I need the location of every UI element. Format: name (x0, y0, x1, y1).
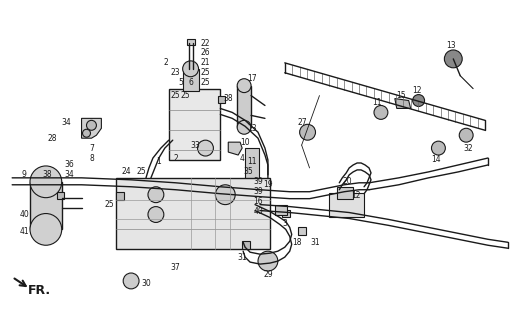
Circle shape (432, 141, 445, 155)
Text: 10: 10 (240, 138, 250, 147)
Text: 26: 26 (201, 48, 210, 57)
Circle shape (30, 166, 62, 198)
Text: 21: 21 (201, 58, 210, 67)
Bar (187, 39, 194, 45)
Bar (329, 193, 364, 218)
Bar (169, 89, 220, 160)
Bar (242, 241, 250, 249)
Circle shape (216, 185, 235, 204)
Circle shape (123, 273, 139, 289)
Bar (282, 210, 290, 218)
Text: FR.: FR. (28, 284, 52, 297)
Text: 11: 11 (247, 157, 257, 166)
Text: 25: 25 (201, 68, 210, 77)
Text: 38: 38 (42, 170, 52, 180)
Text: 29: 29 (263, 269, 273, 278)
Text: 17: 17 (247, 74, 257, 83)
Bar (237, 86, 251, 127)
Circle shape (148, 207, 164, 222)
Bar (275, 204, 287, 214)
Text: 2: 2 (173, 154, 178, 163)
Text: 36: 36 (65, 160, 74, 170)
Text: 40: 40 (253, 207, 263, 216)
Text: 32: 32 (463, 144, 473, 153)
Text: 9: 9 (22, 170, 26, 180)
Text: 19: 19 (263, 180, 273, 189)
Circle shape (300, 124, 315, 140)
Circle shape (30, 213, 62, 245)
Text: 3: 3 (282, 219, 287, 228)
Text: 38: 38 (223, 94, 233, 103)
Polygon shape (82, 118, 101, 138)
Circle shape (197, 140, 214, 156)
Bar (116, 178, 270, 249)
Text: 1: 1 (157, 157, 161, 166)
Circle shape (86, 120, 96, 130)
Circle shape (237, 79, 251, 92)
Text: 8: 8 (89, 154, 94, 163)
Circle shape (83, 129, 90, 137)
Circle shape (183, 61, 199, 77)
Circle shape (374, 106, 388, 119)
Text: 25: 25 (181, 91, 190, 100)
Text: 5: 5 (178, 78, 183, 87)
Text: 40: 40 (19, 210, 29, 219)
Text: 4: 4 (240, 154, 245, 163)
Text: 41: 41 (19, 227, 29, 236)
Text: 39: 39 (253, 177, 263, 186)
Polygon shape (395, 99, 410, 108)
Text: 22: 22 (201, 38, 210, 48)
Bar (30, 182, 62, 229)
Polygon shape (229, 142, 242, 155)
Circle shape (459, 128, 473, 142)
Text: 28: 28 (47, 134, 56, 143)
Text: 25: 25 (136, 167, 146, 176)
Text: 25: 25 (171, 91, 180, 100)
Text: 34: 34 (62, 118, 71, 127)
Text: 15: 15 (396, 91, 405, 100)
Bar (183, 69, 199, 91)
Circle shape (258, 251, 278, 271)
Circle shape (445, 50, 462, 68)
Text: 30: 30 (141, 279, 151, 288)
Text: 24: 24 (121, 167, 131, 176)
Bar (116, 192, 124, 200)
Text: 18: 18 (292, 238, 301, 247)
Bar (57, 192, 64, 199)
Bar (245, 148, 259, 180)
Text: 7: 7 (89, 144, 94, 153)
Text: 12: 12 (352, 191, 361, 200)
Text: 31: 31 (311, 238, 321, 247)
Text: 16: 16 (253, 197, 263, 206)
Text: 13: 13 (247, 124, 257, 133)
Circle shape (148, 187, 164, 203)
Text: 25: 25 (104, 200, 114, 209)
Text: 14: 14 (432, 156, 441, 164)
Text: 6: 6 (188, 78, 193, 87)
Text: 13: 13 (447, 42, 456, 51)
Text: 20: 20 (342, 177, 352, 186)
Bar (337, 187, 353, 199)
Circle shape (237, 120, 251, 134)
Text: 11: 11 (372, 98, 382, 107)
Text: 12: 12 (412, 86, 421, 95)
Text: 37: 37 (171, 263, 180, 272)
Text: 33: 33 (191, 140, 201, 150)
Text: 27: 27 (298, 118, 308, 127)
Text: 34: 34 (65, 170, 74, 180)
Text: 39: 39 (253, 187, 263, 196)
Text: 31: 31 (237, 253, 247, 262)
Text: 35: 35 (243, 167, 253, 176)
Bar (218, 96, 225, 102)
Text: 25: 25 (201, 78, 210, 87)
Text: 23: 23 (171, 68, 180, 77)
Bar (298, 228, 306, 235)
Circle shape (413, 95, 424, 107)
Text: 2: 2 (163, 58, 168, 67)
